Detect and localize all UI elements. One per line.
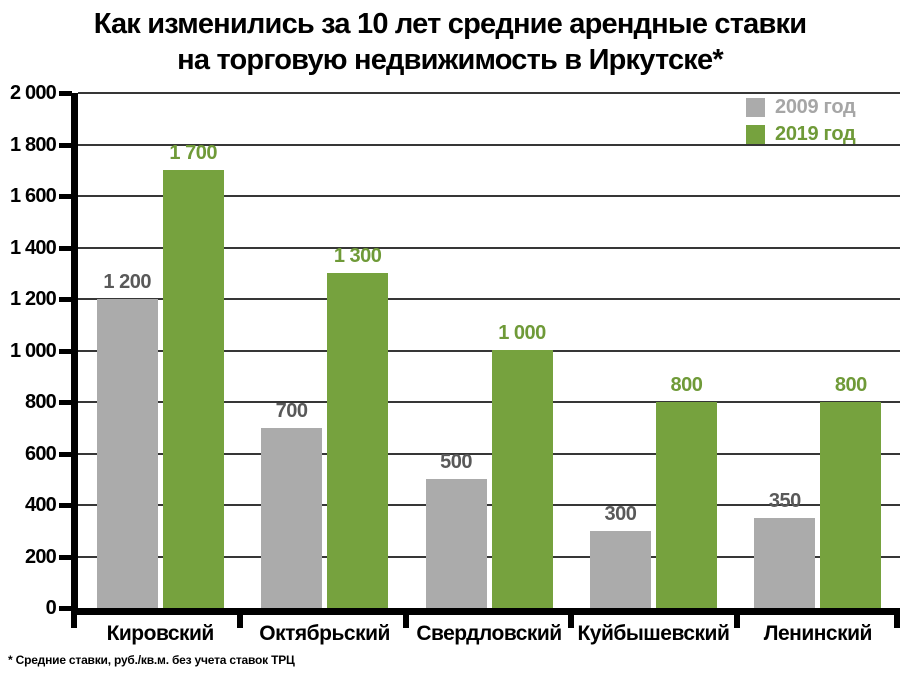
- gridline-1800: [78, 144, 900, 146]
- bar-value-label: 300: [604, 503, 637, 525]
- y-axis-label: 1 800: [9, 134, 57, 156]
- bar-2019: 800: [820, 374, 882, 608]
- x-axis-tick: [71, 608, 77, 628]
- y-axis-label: 1 200: [9, 288, 57, 310]
- y-axis-tick: [59, 606, 72, 611]
- category-axis: Кировский Октябрьский Свердловский Куйбышев…: [78, 622, 900, 650]
- y-axis-label: 0: [45, 597, 57, 619]
- category-label-1: Кировский: [106, 622, 215, 645]
- y-axis-tick: [59, 349, 72, 354]
- category-label-5: Ленинский: [763, 622, 873, 645]
- bar-2009: 350: [754, 490, 816, 608]
- y-axis-label: 800: [25, 391, 57, 413]
- bar-2009: 300: [589, 503, 651, 608]
- bar-group-4: 300 800: [571, 93, 735, 608]
- x-axis-tick: [237, 608, 243, 628]
- y-axis-tick: [59, 91, 72, 96]
- bar-value-label: 700: [275, 400, 308, 422]
- y-axis-tick: [59, 297, 72, 302]
- legend: 2009 год 2019 год: [746, 96, 856, 150]
- bar-value-label: 1 200: [103, 271, 151, 293]
- gridline-800: [78, 401, 900, 403]
- legend-item-2009: 2009 год: [746, 96, 856, 119]
- category-label-3: Свердловский: [416, 622, 562, 645]
- bar-groups: 1 200 1 700 700 1 300 500 1 000 300 800 350 800: [78, 93, 900, 608]
- x-axis-tick: [568, 608, 574, 628]
- y-axis-tick: [59, 555, 72, 560]
- y-axis-label: 1 000: [9, 340, 57, 362]
- x-axis-tick: [403, 608, 409, 628]
- y-axis-tick: [59, 143, 72, 148]
- bar-value-label: 1 000: [498, 322, 546, 344]
- bar-value-label: 800: [834, 374, 867, 396]
- chart-title: Как изменились за 10 лет средние арендны…: [0, 6, 900, 78]
- legend-label-2019: 2019 год: [775, 123, 856, 145]
- legend-swatch-2009: [746, 98, 765, 117]
- bar-2019: 800: [655, 374, 717, 608]
- legend-item-2019: 2019 год: [746, 123, 856, 146]
- plot-inner: 1 200 1 700 700 1 300 500 1 000 300 800 350 800: [78, 92, 900, 608]
- y-axis-label: 1 600: [9, 185, 57, 207]
- chart-title-line2: на торговую недвижимость в Иркутске*: [177, 44, 723, 76]
- bar-group-1: 1 200 1 700: [78, 93, 242, 608]
- category-label-4: Куйбышевский: [577, 622, 730, 645]
- x-axis-tick: [734, 608, 740, 628]
- y-axis-label: 1 400: [9, 237, 57, 259]
- bar-2009: 1 200: [96, 271, 158, 608]
- x-axis-tick: [894, 608, 900, 628]
- bar-2009: 500: [425, 451, 487, 608]
- legend-swatch-2019: [746, 125, 765, 144]
- y-axis-label: 200: [25, 546, 57, 568]
- bar-2009: 700: [261, 400, 323, 608]
- bar-2019: 1 700: [162, 142, 224, 608]
- gridline-1600: [78, 195, 900, 197]
- chart-title-line1: Как изменились за 10 лет средние арендны…: [93, 8, 807, 40]
- bar-group-2: 700 1 300: [242, 93, 406, 608]
- y-axis-tick: [59, 452, 72, 457]
- gridline-1200: [78, 298, 900, 300]
- bar-value-label: 800: [670, 374, 703, 396]
- bar-value-label: 1 300: [333, 245, 382, 267]
- y-axis-tick: [59, 246, 72, 251]
- bar-value-label: 500: [440, 451, 472, 473]
- gridline-2000: [78, 92, 900, 94]
- bar-group-3: 500 1 000: [407, 93, 571, 608]
- gridline-1400: [78, 247, 900, 249]
- gridline-200: [78, 556, 900, 558]
- y-axis-tick: [59, 503, 72, 508]
- y-axis-tick: [59, 400, 72, 405]
- legend-label-2009: 2009 год: [775, 96, 856, 118]
- y-axis-tick: [59, 194, 72, 199]
- gridline-1000: [78, 350, 900, 352]
- y-axis-label: 600: [25, 443, 57, 465]
- plot-area: 1 200 1 700 700 1 300 500 1 000 300 800 350 800: [71, 92, 900, 615]
- footnote: * Средние ставки, руб./кв.м. без учета с…: [8, 653, 295, 667]
- category-label-2: Октябрьский: [259, 622, 390, 645]
- bar-value-label: 350: [768, 490, 801, 512]
- y-axis-label: 400: [25, 494, 57, 516]
- bar-2019: 1 300: [327, 245, 389, 608]
- gridline-400: [78, 504, 900, 506]
- bar-value-label: 1 700: [169, 142, 217, 164]
- bar-group-5: 350 800: [736, 93, 900, 608]
- bar-2019: 1 000: [491, 322, 553, 608]
- y-axis-label: 2 000: [9, 82, 57, 104]
- gridline-600: [78, 453, 900, 455]
